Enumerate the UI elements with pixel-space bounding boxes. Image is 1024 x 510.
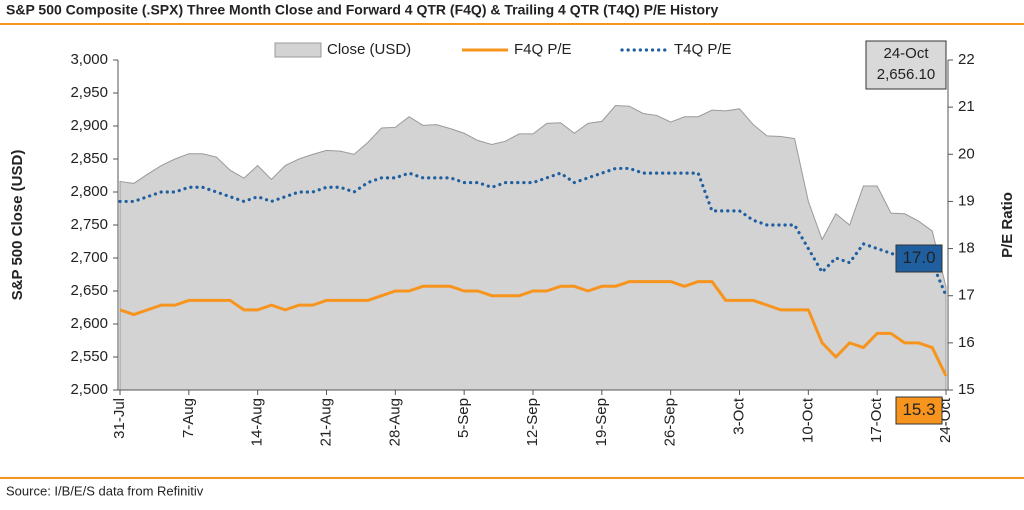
legend-label: T4Q P/E	[674, 41, 732, 58]
y-axis-title: S&P 500 Close (USD)	[9, 150, 26, 301]
y2-tick-label: 22	[958, 51, 975, 68]
x-tick-label: 19-Sep	[593, 398, 610, 446]
y-tick-label: 2,850	[70, 150, 108, 167]
y2-tick-label: 21	[958, 98, 975, 115]
y2-tick-label: 20	[958, 145, 975, 162]
y-tick-label: 2,650	[70, 282, 108, 299]
x-tick-label: 7-Aug	[180, 398, 197, 438]
y2-tick-label: 15	[958, 381, 975, 398]
annotation: 24-Oct	[883, 45, 929, 62]
value-label-box	[865, 40, 947, 90]
y-tick-label: 2,700	[70, 249, 108, 266]
y2-tick-label: 18	[958, 240, 975, 257]
legend-swatch	[274, 42, 322, 58]
x-tick-label: 10-Oct	[799, 397, 816, 443]
y-tick-label: 2,600	[70, 315, 108, 332]
y-tick-label: 2,750	[70, 216, 108, 233]
pe-line	[118, 166, 948, 298]
pe-line	[119, 280, 948, 377]
x-tick-label: 12-Sep	[524, 398, 541, 446]
x-tick-label: 3-Oct	[730, 397, 747, 435]
x-tick-label: 31-Jul	[111, 398, 128, 439]
y-tick-label: 2,950	[70, 84, 108, 101]
source: Source: I/B/E/S data from Refinitiv	[6, 483, 204, 498]
y-tick-label: 3,000	[70, 51, 108, 68]
x-tick-label: 14-Aug	[249, 398, 266, 446]
x-tick-label: 17-Oct	[868, 397, 885, 443]
y2-tick-label: 16	[958, 334, 975, 351]
y2-tick-label: 17	[958, 287, 975, 304]
y-tick-label: 2,550	[70, 348, 108, 365]
value-label: 15.3	[902, 400, 935, 419]
value-label: 17.0	[902, 248, 935, 267]
value-label-box	[895, 396, 943, 425]
x-tick-label: 28-Aug	[386, 398, 403, 446]
x-tick-label: 21-Aug	[317, 398, 334, 446]
value-label: 2,656.10	[877, 66, 935, 83]
y-tick-label: 2,900	[70, 117, 108, 134]
value-label-box	[895, 244, 943, 273]
legend-label: Close (USD)	[327, 41, 411, 58]
y2-tick-label: 19	[958, 192, 975, 209]
x-tick-label: 26-Sep	[662, 398, 679, 446]
legend-label: F4Q P/E	[514, 41, 572, 58]
chart-title: S&P 500 Composite (.SPX) Three Month Clo…	[6, 2, 719, 18]
y-tick-label: 2,800	[70, 183, 108, 200]
y-tick-label: 2,500	[70, 381, 108, 398]
y2-axis-title: P/E Ratio	[999, 192, 1016, 258]
x-tick-label: 5-Sep	[455, 398, 472, 438]
close-area	[119, 105, 947, 391]
